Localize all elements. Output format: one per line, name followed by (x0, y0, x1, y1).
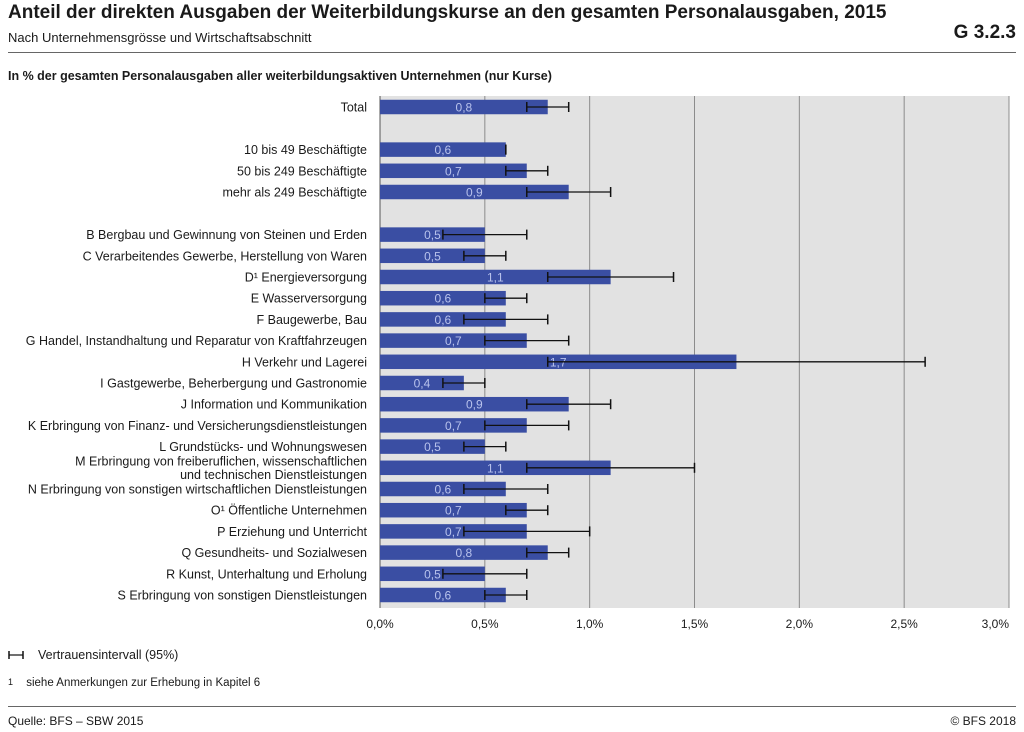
bar (380, 460, 611, 476)
bar (380, 142, 506, 157)
bar (380, 227, 485, 242)
bar-value-label: 0,6 (435, 483, 452, 497)
footnote: 1 siehe Anmerkungen zur Erhebung in Kapi… (8, 677, 260, 689)
bar (380, 439, 485, 454)
bar-value-label: 0,6 (435, 143, 452, 157)
bar-value-label: 0,7 (445, 525, 462, 539)
bar-value-label: 1,1 (487, 461, 504, 475)
bar-value-label: 0,9 (466, 186, 483, 200)
category-label: C Verarbeitendes Gewerbe, Herstellung vo… (83, 249, 367, 263)
category-label: 50 bis 249 Beschäftigte (237, 164, 367, 178)
bar-chart: 0,0% 0,5% 1,0% 1,5% 2,0% 2,5% 3,0% 0,8 Total 0,6 1… (26, 96, 1010, 631)
chart-caption: In % der gesamten Personalausgaben aller… (8, 69, 552, 83)
x-tick-label: 0,0% (366, 617, 394, 631)
source-note: Quelle: BFS – SBW 2015 (8, 714, 144, 728)
bar (380, 396, 569, 412)
bar (380, 163, 527, 179)
bar-value-label: 0,4 (414, 377, 431, 391)
category-label: Q Gesundheits- und Sozialwesen (181, 546, 367, 560)
category-label: K Erbringung von Finanz- und Versicherun… (28, 419, 367, 433)
category-label: D¹ Energieversorgung (245, 271, 367, 285)
bar (380, 269, 611, 285)
footer-rule (8, 706, 1016, 707)
bar-value-label: 0,5 (424, 249, 441, 263)
bar-value-label: 0,7 (445, 334, 462, 348)
x-tick-label: 1,5% (681, 617, 709, 631)
bar-value-label: 0,6 (435, 292, 452, 306)
bar (380, 99, 548, 115)
bar (380, 545, 548, 560)
bar (380, 333, 527, 348)
bar-value-label: 0,5 (424, 440, 441, 454)
bar (380, 481, 506, 497)
bar (380, 248, 485, 264)
bar-value-label: 0,7 (445, 419, 462, 433)
bar (380, 587, 506, 603)
category-label: E Wasserversorgung (251, 292, 367, 306)
bar-value-label: 0,6 (435, 589, 452, 603)
bar-value-label: 0,8 (456, 546, 473, 560)
footnote-text: siehe Anmerkungen zur Erhebung in Kapite… (26, 677, 261, 689)
category-label: G Handel, Instandhaltung und Reparatur v… (26, 334, 367, 348)
category-label: F Baugewerbe, Bau (257, 313, 368, 327)
legend-label: Vertrauensintervall (95%) (38, 648, 179, 662)
category-label: O¹ Öffentliche Unternehmen (211, 504, 367, 518)
bar (380, 312, 506, 327)
x-tick-label: 0,5% (471, 617, 499, 631)
category-label: H Verkehr und Lagerei (242, 355, 367, 369)
x-tick-label: 2,5% (890, 617, 918, 631)
category-label: R Kunst, Unterhaltung und Erholung (166, 567, 367, 581)
category-label: P Erziehung und Unterricht (217, 525, 367, 539)
bar-value-label: 0,8 (456, 101, 473, 115)
bar (380, 418, 527, 433)
category-label: 10 bis 49 Beschäftigte (244, 143, 367, 157)
bar (380, 524, 527, 539)
bar (380, 184, 569, 200)
footnote-mark: 1 (8, 677, 14, 687)
bar (380, 290, 506, 306)
bar-value-label: 0,9 (466, 398, 483, 412)
category-label: S Erbringung von sonstigen Dienstleistun… (118, 589, 368, 603)
category-label: L Grundstücks- und Wohnungswesen (159, 440, 367, 454)
chart-title: Anteil der direkten Ausgaben der Weiterb… (8, 2, 887, 23)
bar-value-label: 0,6 (435, 313, 452, 327)
category-label: M Erbringung von freiberuflichen, wissen… (75, 455, 367, 483)
chart-subtitle: Nach Unternehmensgrösse und Wirtschaftsa… (8, 30, 312, 45)
chart-code: G 3.2.3 (953, 22, 1016, 43)
category-label: Total (341, 101, 367, 115)
x-tick-label: 2,0% (786, 617, 814, 631)
bar (380, 566, 485, 582)
bar-value-label: 0,5 (424, 228, 441, 242)
bar-value-label: 0,7 (445, 504, 462, 518)
category-label: B Bergbau und Gewinnung von Steinen und … (86, 228, 367, 242)
legend: Vertrauensintervall (95%) (8, 648, 178, 662)
category-label: N Erbringung von sonstigen wirtschaftlic… (28, 483, 367, 497)
category-label: I Gastgewerbe, Beherbergung und Gastrono… (100, 377, 367, 391)
x-tick-label: 1,0% (576, 617, 604, 631)
bar-value-label: 1,1 (487, 271, 504, 285)
header-rule (8, 52, 1016, 53)
x-tick-label: 3,0% (982, 617, 1010, 631)
copyright-note: © BFS 2018 (950, 714, 1016, 728)
category-label: J Information und Kommunikation (181, 398, 367, 412)
bar-value-label: 0,7 (445, 164, 462, 178)
category-label: mehr als 249 Beschäftigte (222, 186, 367, 200)
confidence-interval-icon (8, 651, 24, 659)
bar-value-label: 0,5 (424, 567, 441, 581)
bar (380, 502, 527, 518)
